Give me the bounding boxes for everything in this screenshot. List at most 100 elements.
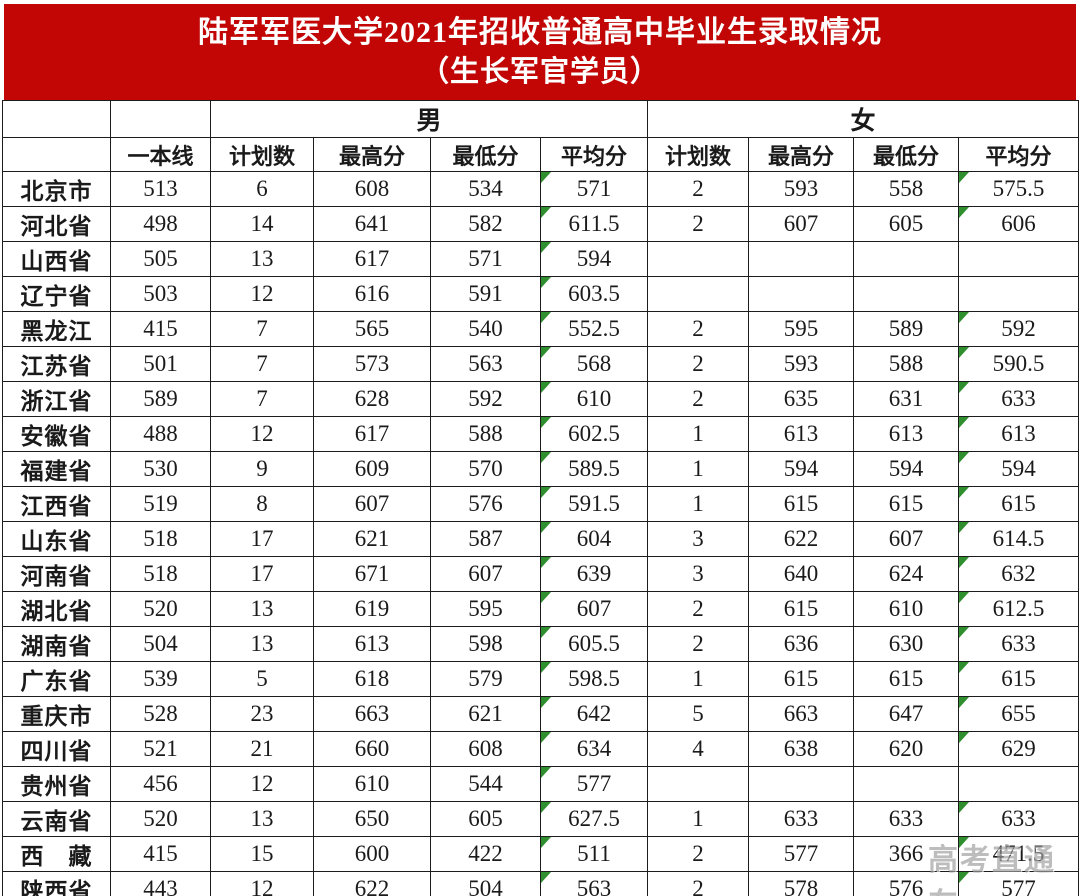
score-cell: 633 [958,381,1080,417]
score-cell: 607 [748,206,855,242]
score-cell: 618 [313,661,431,697]
score-cell: 415 [110,836,211,872]
score-cell [647,766,750,802]
score-cell: 609 [313,451,431,487]
score-cell: 539 [110,661,211,697]
score-cell: 603.5 [539,276,649,312]
score-cell: 647 [853,696,960,732]
score-cell: 2 [647,836,750,872]
score-cell: 633 [748,801,855,837]
score-cell: 641 [313,206,431,242]
score-cell: 422 [430,836,541,872]
score-cell: 2 [647,311,750,347]
banner-title-line2: （生长军官学员） [419,56,660,88]
score-cell: 540 [430,311,541,347]
score-cell: 578 [748,871,855,896]
score-cell: 5 [210,661,314,697]
score-cell: 552.5 [539,311,649,347]
province-cell: 西 藏 [2,836,111,872]
score-cell [748,276,855,312]
score-cell: 610 [853,591,960,627]
table-row: 山东省 518 17 621 587 604 3 622 607 614.5 [2,521,1080,557]
score-cell: 639 [539,556,649,592]
col-header-female-max: 最高分 [748,137,855,172]
score-cell: 505 [110,241,211,277]
col-header-male-plan: 计划数 [210,137,314,172]
province-cell: 湖南省 [2,626,111,662]
province-cell: 广东省 [2,661,111,697]
score-cell: 607 [430,556,541,592]
score-cell: 518 [110,521,211,557]
table-body: 北京市 513 6 608 534 571 2 593 558 575.5 河北省 498 14 641 5… [2,171,1080,896]
score-cell: 631 [853,381,960,417]
table-row: 山西省 505 13 617 571 594 [2,241,1080,277]
score-cell: 2 [647,381,750,417]
score-cell: 621 [430,696,541,732]
score-cell: 589 [853,311,960,347]
column-header-row: 一本线 计划数 最高分 最低分 平均分 计划数 最高分 最低分 平均分 [2,137,1080,172]
score-cell [958,276,1080,312]
score-cell: 613 [958,416,1080,452]
table-row: 广东省 539 5 618 579 598.5 1 615 615 615 [2,661,1080,697]
score-cell: 13 [210,626,314,662]
score-cell: 615 [748,591,855,627]
province-cell: 辽宁省 [2,276,111,312]
score-cell [853,241,960,277]
score-cell: 2 [647,591,750,627]
score-cell: 617 [313,241,431,277]
province-cell: 湖北省 [2,591,111,627]
score-cell: 582 [430,206,541,242]
score-cell: 624 [853,556,960,592]
province-cell: 四川省 [2,731,111,767]
province-cell: 福建省 [2,451,111,487]
score-cell: 598.5 [539,661,649,697]
score-cell: 614.5 [958,521,1080,557]
score-cell: 14 [210,206,314,242]
score-cell: 13 [210,801,314,837]
score-cell: 612.5 [958,591,1080,627]
score-cell: 607 [853,521,960,557]
province-cell: 河北省 [2,206,111,242]
score-cell: 594 [958,451,1080,487]
score-cell [647,276,750,312]
score-cell: 608 [430,731,541,767]
score-cell: 611.5 [539,206,649,242]
score-cell: 635 [748,381,855,417]
province-cell: 河南省 [2,556,111,592]
banner-title-line1: 陆军军医大学2021年招收普通高中毕业生录取情况 [198,16,882,49]
score-cell: 2 [647,206,750,242]
score-cell: 1 [647,486,750,522]
score-cell: 2 [647,626,750,662]
score-cell: 1 [647,416,750,452]
score-cell: 544 [430,766,541,802]
table-row: 河北省 498 14 641 582 611.5 2 607 605 606 [2,206,1080,242]
score-cell: 5 [647,696,750,732]
table-row: 安徽省 488 12 617 588 602.5 1 613 613 613 [2,416,1080,452]
score-cell: 530 [110,451,211,487]
province-cell: 浙江省 [2,381,111,417]
score-cell: 628 [313,381,431,417]
table-row: 黑龙江 415 7 565 540 552.5 2 595 589 592 [2,311,1080,347]
score-cell: 636 [748,626,855,662]
score-cell: 629 [958,731,1080,767]
score-cell: 610 [539,381,649,417]
group-header-male: 男 [209,100,649,138]
score-cell: 594 [853,451,960,487]
province-cell: 江西省 [2,486,111,522]
score-cell: 1 [647,661,750,697]
score-cell: 595 [748,311,855,347]
score-cell: 577 [539,766,649,802]
score-cell: 593 [748,171,855,207]
score-cell: 605 [430,801,541,837]
province-cell: 山东省 [2,521,111,557]
score-cell: 591.5 [539,486,649,522]
score-cell: 21 [210,731,314,767]
score-cell: 606 [958,206,1080,242]
score-cell: 577 [958,871,1080,896]
score-cell: 589 [110,381,211,417]
score-cell [958,766,1080,802]
province-cell: 江苏省 [2,346,111,382]
score-cell: 630 [853,626,960,662]
admissions-table: 男 女 一本线 计划数 最高分 最低分 平均分 计划数 最高分 最低分 平均分 … [2,100,1080,896]
col-header-female-min: 最低分 [853,137,960,172]
